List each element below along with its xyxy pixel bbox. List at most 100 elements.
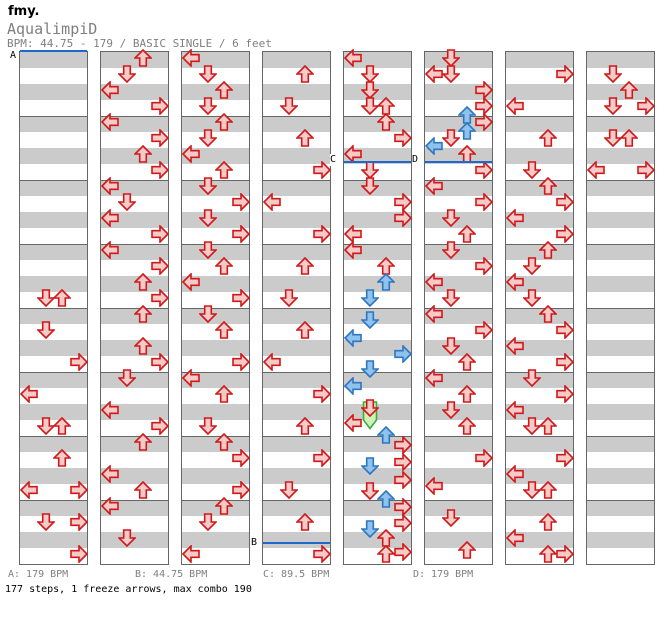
left-arrow bbox=[101, 113, 119, 131]
down-arrow bbox=[280, 97, 298, 115]
down-arrow bbox=[442, 49, 460, 67]
measure-line bbox=[506, 372, 573, 373]
up-arrow bbox=[53, 289, 71, 307]
right-arrow bbox=[394, 345, 412, 363]
up-arrow bbox=[215, 81, 233, 99]
right-arrow bbox=[232, 353, 250, 371]
measure-line bbox=[587, 500, 654, 501]
measure-line bbox=[182, 308, 249, 309]
up-arrow bbox=[215, 161, 233, 179]
measure-line bbox=[20, 308, 87, 309]
down-arrow bbox=[361, 399, 379, 417]
measure-line bbox=[425, 436, 492, 437]
left-arrow bbox=[20, 385, 38, 403]
measure-line bbox=[263, 244, 330, 245]
down-arrow bbox=[361, 311, 379, 329]
measure-line bbox=[101, 500, 168, 501]
right-arrow bbox=[70, 353, 88, 371]
up-arrow bbox=[134, 337, 152, 355]
measure-line bbox=[263, 116, 330, 117]
down-arrow bbox=[199, 97, 217, 115]
up-arrow bbox=[215, 321, 233, 339]
measure-line bbox=[20, 436, 87, 437]
up-arrow bbox=[296, 321, 314, 339]
right-arrow bbox=[232, 225, 250, 243]
right-arrow bbox=[556, 193, 574, 211]
down-arrow bbox=[523, 257, 541, 275]
section-marker-label-A: A bbox=[10, 50, 17, 62]
right-arrow bbox=[556, 353, 574, 371]
right-arrow bbox=[70, 545, 88, 563]
up-arrow bbox=[458, 225, 476, 243]
down-arrow bbox=[199, 65, 217, 83]
bpm-change-line-B bbox=[263, 542, 330, 544]
up-arrow bbox=[134, 49, 152, 67]
chart-column-8 bbox=[586, 51, 655, 565]
measure-line bbox=[587, 244, 654, 245]
down-arrow bbox=[442, 129, 460, 147]
measure-line bbox=[263, 436, 330, 437]
right-arrow bbox=[232, 449, 250, 467]
measure-line bbox=[182, 244, 249, 245]
measure-line bbox=[344, 372, 411, 373]
measure-line bbox=[425, 308, 492, 309]
up-arrow bbox=[377, 426, 395, 444]
measure-line bbox=[20, 116, 87, 117]
up-arrow bbox=[539, 305, 557, 323]
down-arrow bbox=[118, 193, 136, 211]
section-marker-label-D: D bbox=[412, 154, 419, 166]
measure-line bbox=[344, 180, 411, 181]
right-arrow bbox=[475, 113, 493, 131]
right-arrow bbox=[70, 513, 88, 531]
left-arrow bbox=[182, 545, 200, 563]
right-arrow bbox=[475, 161, 493, 179]
left-arrow bbox=[506, 465, 524, 483]
measure-line bbox=[20, 372, 87, 373]
right-arrow bbox=[475, 449, 493, 467]
left-arrow bbox=[344, 414, 362, 432]
measure-line bbox=[263, 308, 330, 309]
measure-line bbox=[101, 436, 168, 437]
left-arrow bbox=[101, 81, 119, 99]
measure-line bbox=[101, 116, 168, 117]
bpm-section-label: A: 179 BPM bbox=[8, 569, 69, 580]
right-arrow bbox=[313, 161, 331, 179]
down-arrow bbox=[442, 289, 460, 307]
up-arrow bbox=[296, 65, 314, 83]
up-arrow bbox=[377, 273, 395, 291]
left-arrow bbox=[101, 465, 119, 483]
right-arrow bbox=[556, 321, 574, 339]
up-arrow bbox=[620, 129, 638, 147]
down-arrow bbox=[361, 482, 379, 500]
measure-line bbox=[182, 436, 249, 437]
left-arrow bbox=[425, 137, 443, 155]
left-arrow bbox=[263, 353, 281, 371]
measure-line bbox=[506, 500, 573, 501]
up-arrow bbox=[215, 113, 233, 131]
down-arrow bbox=[361, 520, 379, 538]
down-arrow bbox=[361, 360, 379, 378]
measure-line bbox=[101, 308, 168, 309]
chart-column-6 bbox=[424, 49, 493, 565]
left-arrow bbox=[425, 305, 443, 323]
down-arrow bbox=[199, 513, 217, 531]
measure-line bbox=[506, 436, 573, 437]
down-arrow bbox=[442, 241, 460, 259]
up-arrow bbox=[296, 257, 314, 275]
down-arrow bbox=[280, 289, 298, 307]
right-arrow bbox=[151, 225, 169, 243]
left-arrow bbox=[506, 97, 524, 115]
up-arrow bbox=[215, 497, 233, 515]
left-arrow bbox=[101, 401, 119, 419]
section-marker-label-B: B bbox=[251, 537, 258, 549]
up-arrow bbox=[134, 433, 152, 451]
up-arrow bbox=[296, 513, 314, 531]
down-arrow bbox=[199, 417, 217, 435]
left-arrow bbox=[506, 273, 524, 291]
measure-line bbox=[344, 244, 411, 245]
down-arrow bbox=[361, 81, 379, 99]
down-arrow bbox=[442, 337, 460, 355]
right-arrow bbox=[151, 289, 169, 307]
bpm-difficulty-info: BPM: 44.75 - 179 / BASIC SINGLE / 6 feet bbox=[7, 37, 272, 50]
left-arrow bbox=[101, 241, 119, 259]
